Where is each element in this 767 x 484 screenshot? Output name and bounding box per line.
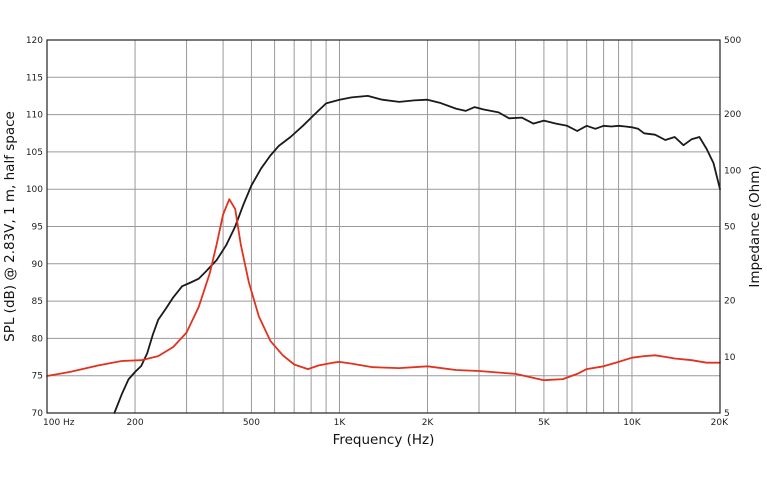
y-tick-label: 115 [26, 73, 43, 83]
series-layer [46, 95, 721, 414]
y-tick-label: 95 [32, 223, 43, 233]
y-tick-label: 110 [26, 111, 43, 121]
tick-labels: 1201151101051009590858075705002001005020… [26, 36, 742, 428]
y-tick-label: 100 [26, 185, 43, 195]
x-axis-title: Frequency (Hz) [333, 432, 435, 448]
x-tick-label: 20K [711, 418, 729, 428]
y-tick-label: 105 [26, 148, 43, 158]
x-tick-label: 2K [422, 418, 435, 428]
y2-axis-title: Impedance (Ohm) [747, 165, 763, 287]
y-axis-title: SPL (dB) @ 2.83V, 1 m, half space [2, 111, 18, 342]
y2-tick-label: 100 [724, 166, 741, 176]
y-tick-label: 70 [32, 409, 44, 419]
y2-tick-label: 200 [724, 110, 741, 120]
y-tick-label: 85 [32, 297, 43, 307]
x-tick-label: 100 Hz [43, 418, 75, 428]
grid [46, 39, 721, 414]
y-tick-label: 90 [32, 260, 44, 270]
x-tick-label: 1K [334, 418, 347, 428]
y2-tick-label: 20 [724, 297, 736, 307]
y2-tick-label: 5 [724, 409, 730, 419]
plot-frame [46, 39, 721, 414]
y2-tick-label: 10 [724, 353, 736, 363]
y2-tick-label: 500 [724, 36, 741, 46]
spl-curve [113, 95, 721, 414]
x-tick-label: 10K [623, 418, 641, 428]
y2-tick-label: 50 [724, 223, 736, 233]
x-tick-label: 500 [243, 418, 260, 428]
x-tick-label: 5K [538, 418, 551, 428]
y-tick-label: 80 [32, 334, 44, 344]
y-tick-label: 120 [26, 36, 43, 46]
impedance-curve [46, 198, 721, 382]
y-tick-label: 75 [32, 372, 43, 382]
x-tick-label: 200 [126, 418, 143, 428]
